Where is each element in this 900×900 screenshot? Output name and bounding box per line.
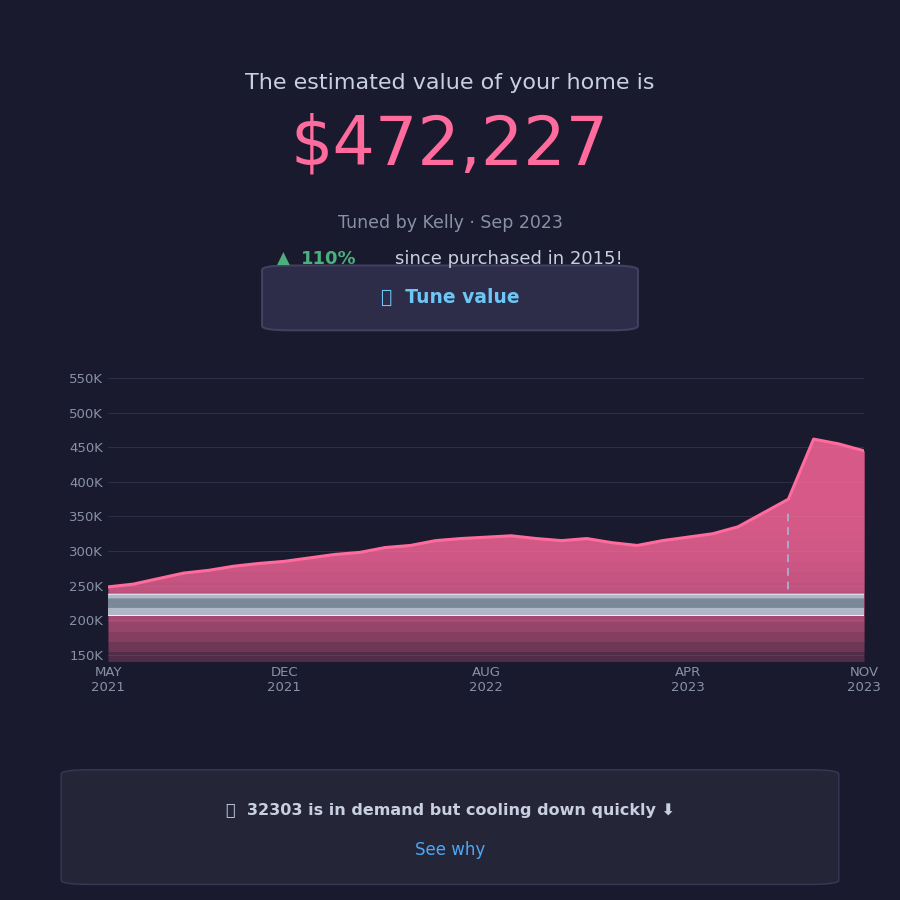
- Circle shape: [0, 595, 900, 615]
- FancyBboxPatch shape: [262, 266, 638, 330]
- Text: 🔑  Tune value: 🔑 Tune value: [381, 288, 519, 308]
- Text: $472,227: $472,227: [291, 112, 609, 179]
- Circle shape: [0, 599, 900, 608]
- Text: See why: See why: [415, 842, 485, 859]
- Text: Tuned by Kelly · Sep 2023: Tuned by Kelly · Sep 2023: [338, 214, 562, 232]
- Text: The estimated value of your home is: The estimated value of your home is: [245, 73, 655, 93]
- Circle shape: [0, 594, 900, 616]
- Text: ▲: ▲: [277, 250, 290, 268]
- FancyBboxPatch shape: [61, 770, 839, 885]
- Text: 📈  32303 is in demand but cooling down quickly ⬇: 📈 32303 is in demand but cooling down qu…: [226, 803, 674, 817]
- Text: since purchased in 2015!: since purchased in 2015!: [394, 250, 623, 268]
- Text: 110%: 110%: [301, 250, 356, 268]
